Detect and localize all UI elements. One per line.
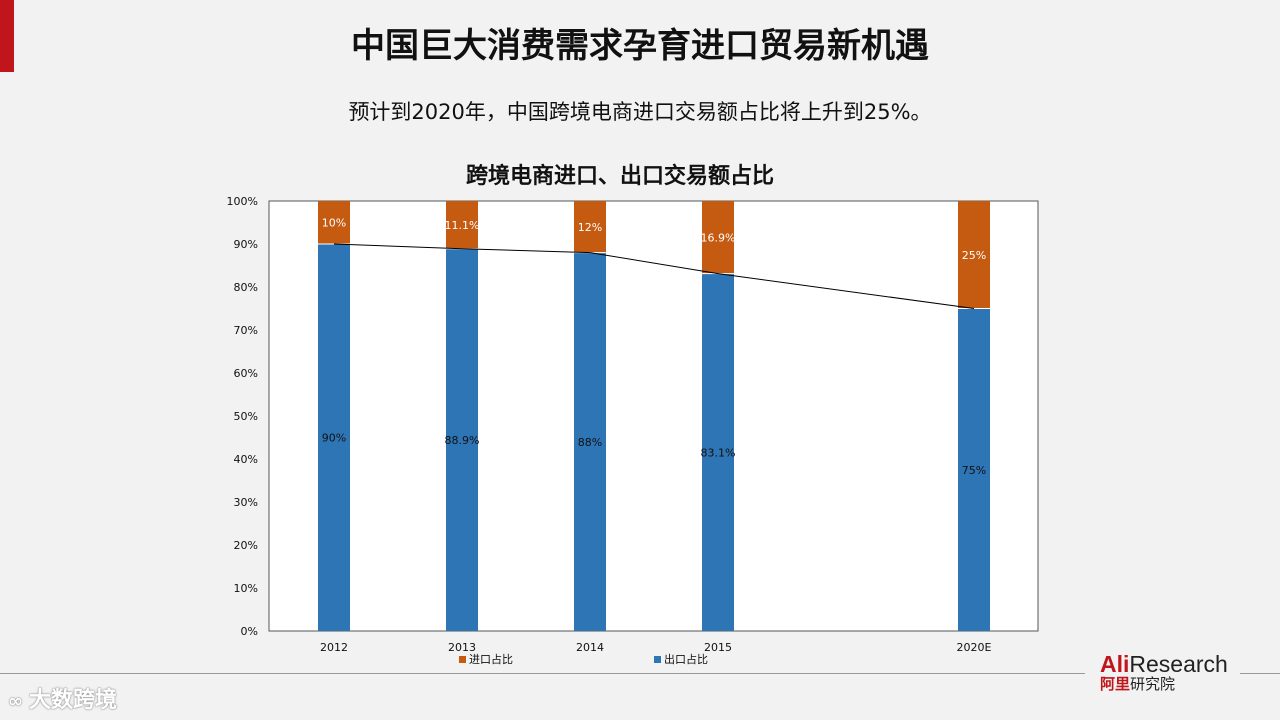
data-label-import: 11.1% — [445, 219, 480, 232]
x-tick-label: 2012 — [320, 641, 348, 654]
y-tick-label: 90% — [234, 238, 258, 251]
y-tick-label: 10% — [234, 582, 258, 595]
data-label-export: 83.1% — [701, 446, 736, 459]
x-tick-label: 2014 — [576, 641, 604, 654]
y-tick-label: 100% — [227, 195, 258, 208]
data-label-export: 88.9% — [445, 434, 480, 447]
bar-export — [318, 244, 350, 631]
page-title: 中国巨大消费需求孕育进口贸易新机遇 — [351, 26, 929, 66]
y-tick-label: 60% — [234, 367, 258, 380]
y-tick-label: 30% — [234, 496, 258, 509]
x-tick-label: 2013 — [448, 641, 476, 654]
y-tick-label: 40% — [234, 453, 258, 466]
chart-title: 跨境电商进口、出口交易额占比 — [465, 163, 774, 189]
aliresearch-logo: AliResearch 阿里研究院 — [1100, 652, 1228, 694]
logo-ali: Ali — [1100, 651, 1130, 677]
y-tick-label: 20% — [234, 539, 258, 552]
data-label-export: 90% — [322, 432, 346, 445]
watermark: ∞ 大数跨境 — [8, 682, 117, 714]
bar-import — [446, 201, 478, 249]
y-tick-label: 50% — [234, 410, 258, 423]
bar-import — [318, 201, 350, 244]
data-label-import: 10% — [322, 217, 346, 230]
y-tick-label: 70% — [234, 324, 258, 337]
logo-institute-cn: 研究院 — [1130, 676, 1176, 693]
bar-export — [446, 248, 478, 632]
bar-export — [958, 308, 990, 631]
legend-label: 出口占比 — [664, 652, 708, 666]
y-tick-label: 0% — [241, 625, 258, 638]
logo-research: Research — [1129, 651, 1228, 677]
data-label-export: 88% — [578, 436, 602, 449]
legend-swatch — [459, 656, 466, 663]
x-tick-label: 2020E — [957, 641, 992, 654]
trend-line — [333, 243, 975, 309]
bar-import — [958, 201, 990, 309]
bar-export — [574, 252, 606, 631]
bar-export — [702, 273, 734, 631]
legend-swatch — [654, 656, 661, 663]
watermark-text: 大数跨境 — [29, 688, 118, 713]
bar-import — [702, 201, 734, 274]
data-label-import: 12% — [578, 221, 602, 234]
data-label-import: 16.9% — [701, 231, 736, 244]
x-tick-label: 2015 — [704, 641, 732, 654]
bar-import — [574, 201, 606, 253]
watermark-icon: ∞ — [8, 691, 23, 712]
accent-bar — [0, 0, 14, 72]
data-label-import: 25% — [962, 249, 986, 262]
legend-label: 进口占比 — [469, 652, 513, 666]
page-subtitle: 预计到2020年，中国跨境电商进口交易额占比将上升到25%。 — [348, 100, 932, 124]
footer-divider — [0, 673, 1085, 674]
logo-ali-cn: 阿里 — [1100, 676, 1131, 693]
y-tick-label: 80% — [234, 281, 258, 294]
plot-area — [268, 200, 1039, 632]
footer-divider-right — [1240, 673, 1280, 674]
data-label-export: 75% — [962, 464, 986, 477]
